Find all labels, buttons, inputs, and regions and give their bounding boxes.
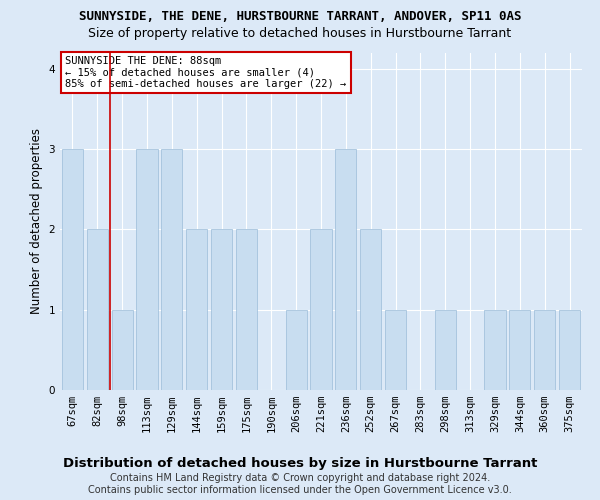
Bar: [435, 310, 456, 390]
Bar: [335, 149, 356, 390]
Text: Contains HM Land Registry data © Crown copyright and database right 2024.
Contai: Contains HM Land Registry data © Crown c…: [88, 474, 512, 495]
Bar: [136, 149, 158, 390]
Bar: [310, 230, 332, 390]
Bar: [534, 310, 555, 390]
Text: Distribution of detached houses by size in Hurstbourne Tarrant: Distribution of detached houses by size …: [63, 458, 537, 470]
Bar: [385, 310, 406, 390]
Text: SUNNYSIDE THE DENE: 88sqm
← 15% of detached houses are smaller (4)
85% of semi-d: SUNNYSIDE THE DENE: 88sqm ← 15% of detac…: [65, 56, 346, 89]
Bar: [360, 230, 381, 390]
Bar: [87, 230, 108, 390]
Text: Size of property relative to detached houses in Hurstbourne Tarrant: Size of property relative to detached ho…: [88, 28, 512, 40]
Bar: [186, 230, 207, 390]
Bar: [112, 310, 133, 390]
Bar: [559, 310, 580, 390]
Text: SUNNYSIDE, THE DENE, HURSTBOURNE TARRANT, ANDOVER, SP11 0AS: SUNNYSIDE, THE DENE, HURSTBOURNE TARRANT…: [79, 10, 521, 23]
Bar: [62, 149, 83, 390]
Bar: [484, 310, 506, 390]
Bar: [236, 230, 257, 390]
Bar: [211, 230, 232, 390]
Y-axis label: Number of detached properties: Number of detached properties: [30, 128, 43, 314]
Bar: [286, 310, 307, 390]
Bar: [161, 149, 182, 390]
Bar: [509, 310, 530, 390]
